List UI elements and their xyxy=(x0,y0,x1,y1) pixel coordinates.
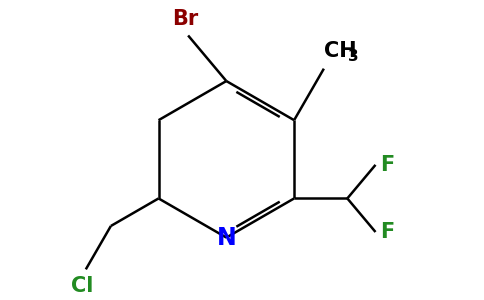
Text: 3: 3 xyxy=(348,49,358,64)
Text: N: N xyxy=(216,226,236,250)
Text: Cl: Cl xyxy=(72,276,94,296)
Text: CH: CH xyxy=(324,40,357,61)
Text: F: F xyxy=(380,155,395,175)
Text: Br: Br xyxy=(172,9,198,29)
Text: F: F xyxy=(380,222,395,242)
